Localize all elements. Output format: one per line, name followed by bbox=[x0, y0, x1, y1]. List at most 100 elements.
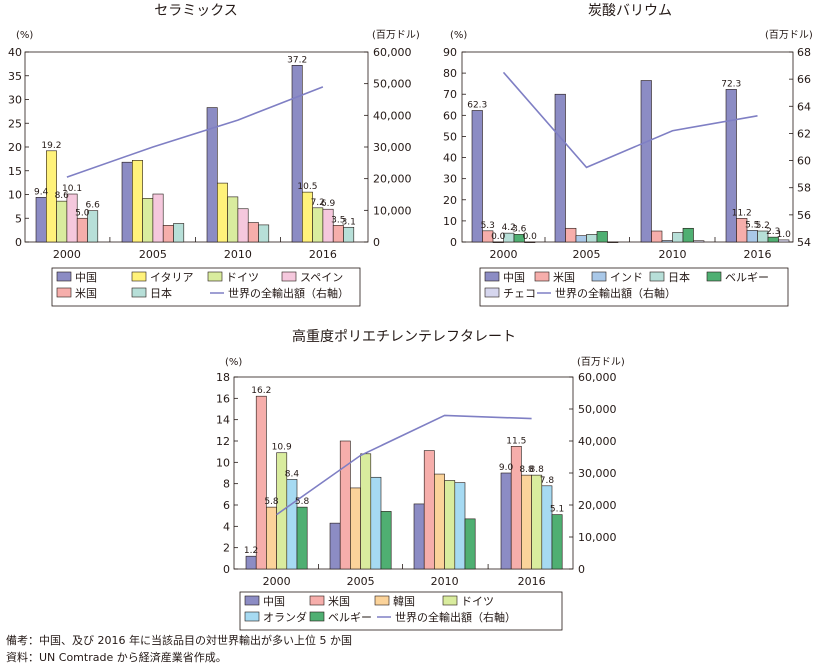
y-tick-label-left: 5 bbox=[15, 212, 22, 225]
y-tick-label-left: 80 bbox=[443, 67, 457, 80]
bar bbox=[227, 196, 239, 243]
y-tick-label-left: 2 bbox=[223, 542, 230, 555]
bar bbox=[607, 241, 619, 243]
legend-swatch bbox=[309, 611, 325, 622]
bar bbox=[35, 197, 47, 243]
bar bbox=[329, 522, 341, 570]
bar bbox=[531, 474, 543, 570]
legend-swatch bbox=[442, 595, 458, 606]
data-label: 37.2 bbox=[287, 55, 307, 65]
bar bbox=[142, 198, 154, 243]
data-label: 10.5 bbox=[297, 182, 317, 192]
data-label: 8.4 bbox=[285, 469, 300, 479]
data-label: 19.2 bbox=[41, 141, 61, 151]
bar bbox=[296, 506, 308, 570]
bar bbox=[524, 241, 536, 243]
y-tick-label-left: 12 bbox=[216, 435, 230, 448]
y-tick-label-left: 0 bbox=[15, 236, 22, 249]
data-label: 5.8 bbox=[264, 497, 279, 507]
bar bbox=[672, 232, 684, 243]
legend-label: インド bbox=[610, 271, 643, 284]
legend-swatch bbox=[244, 611, 260, 622]
y-tick-label-left: 10 bbox=[216, 456, 230, 469]
category-label: 2005 bbox=[573, 248, 601, 261]
y-tick-label-left: 4 bbox=[223, 520, 230, 533]
data-label: 10.9 bbox=[272, 443, 292, 453]
data-label: 5.8 bbox=[295, 497, 310, 507]
data-label: 10.1 bbox=[62, 184, 82, 194]
bar bbox=[554, 93, 566, 243]
data-label: 11.5 bbox=[506, 436, 526, 446]
legend-label: ベルギー bbox=[725, 271, 769, 284]
data-label: 6.9 bbox=[321, 199, 336, 209]
legend-label: 米国 bbox=[553, 271, 575, 284]
bar bbox=[541, 485, 553, 570]
bar bbox=[132, 160, 143, 243]
y-tick-label-right: 60 bbox=[797, 155, 811, 168]
category-label: 2000 bbox=[490, 248, 518, 261]
bar bbox=[565, 227, 577, 243]
legend-swatch bbox=[56, 287, 72, 298]
bar bbox=[76, 217, 88, 243]
bar bbox=[360, 453, 372, 570]
bar bbox=[444, 480, 456, 570]
data-label: 5.1 bbox=[550, 505, 564, 515]
bar bbox=[245, 555, 257, 570]
bar bbox=[454, 482, 466, 570]
bar bbox=[640, 80, 652, 243]
y-tick-label-left: 0 bbox=[450, 236, 457, 249]
y-tick-label-right: 66 bbox=[797, 73, 811, 86]
legend-swatch bbox=[706, 271, 722, 282]
bar bbox=[380, 511, 392, 570]
data-label: 5.0 bbox=[75, 208, 90, 218]
data-label: 7.8 bbox=[540, 476, 555, 486]
bar bbox=[121, 161, 133, 243]
y-tick-label-left: 6 bbox=[223, 499, 230, 512]
legend-label: オランダ bbox=[263, 610, 307, 624]
category-label: 2016 bbox=[518, 575, 546, 588]
y-tick-label-right: 60,000 bbox=[373, 46, 412, 59]
legend-box bbox=[239, 591, 563, 631]
bar bbox=[596, 231, 608, 243]
chart-2: 炭酸バリウム (%) (百万ドル) 0 10 20 30 40 50 60 70 80 90 54 56 58… bbox=[443, 3, 813, 307]
legend-swatch bbox=[131, 271, 147, 282]
category-label: 2005 bbox=[347, 575, 375, 588]
data-label: 1.2 bbox=[244, 546, 258, 556]
category-label: 2010 bbox=[431, 575, 459, 588]
legend-swatch bbox=[309, 595, 325, 606]
y-tick-label-left: 20 bbox=[8, 141, 22, 154]
legend-label: 世界の全輸出額（右軸） bbox=[555, 286, 676, 300]
bar bbox=[162, 225, 174, 243]
world-export-line bbox=[276, 414, 532, 516]
data-label: 5.2 bbox=[756, 221, 770, 231]
y-tick-label-right: 30,000 bbox=[373, 141, 412, 154]
y-tick-label-right: 40,000 bbox=[578, 435, 617, 448]
y-tick-label-left: 8 bbox=[223, 478, 230, 491]
legend-label: 中国 bbox=[263, 595, 285, 608]
legend-label: ドイツ bbox=[461, 595, 494, 608]
chart-1: セラミックス (%) (百万ドル) 0 5 10 15 20 25 30 35 40 0 10,000 20… bbox=[8, 3, 420, 307]
legend-label: ベルギー bbox=[328, 611, 372, 624]
data-label: 72.3 bbox=[721, 79, 741, 89]
y-tick-label-left: 16 bbox=[216, 392, 230, 405]
y-axis-unit-right: (百万ドル) bbox=[765, 29, 813, 41]
legend-label: 世界の全輸出額（右軸） bbox=[228, 286, 349, 300]
y-tick-label-right: 30,000 bbox=[578, 467, 617, 480]
legend-swatch bbox=[244, 595, 260, 606]
legend-label: 日本 bbox=[150, 286, 172, 300]
y-tick-label-right: 20,000 bbox=[578, 499, 617, 512]
bar bbox=[286, 479, 298, 570]
chart-title: 高重度ポリエチレンテレフタレート bbox=[292, 328, 516, 345]
y-tick-label-left: 35 bbox=[8, 70, 22, 83]
y-tick-label-right: 50,000 bbox=[373, 78, 412, 91]
bar bbox=[56, 200, 68, 243]
y-axis-unit-right: (百万ドル) bbox=[577, 356, 625, 368]
bar bbox=[87, 210, 99, 243]
data-label: 7.2 bbox=[311, 198, 325, 208]
legend-swatch bbox=[484, 287, 500, 298]
legend-label: 韓国 bbox=[393, 595, 415, 608]
legend-label: 中国 bbox=[503, 271, 525, 284]
y-tick-label-right: 64 bbox=[797, 100, 811, 113]
category-label: 2005 bbox=[139, 248, 167, 261]
